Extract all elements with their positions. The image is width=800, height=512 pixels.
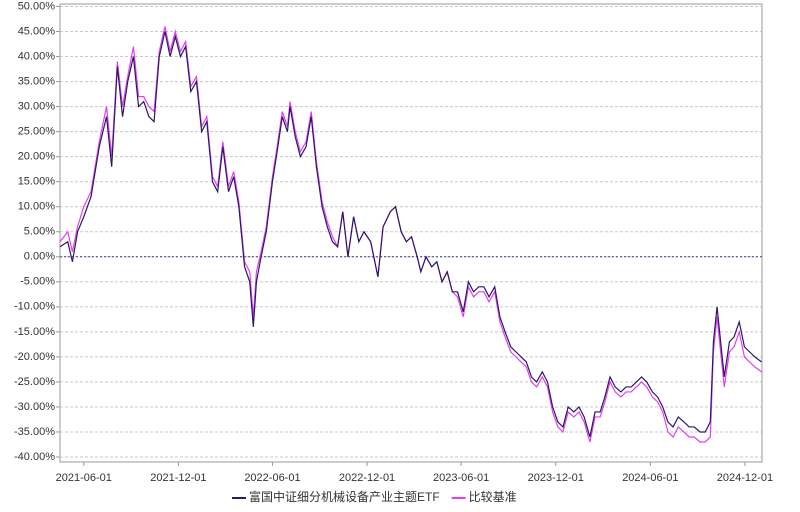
x-tick-label: 2022-12-01 (339, 472, 395, 484)
y-tick-label: 0.00% (24, 251, 55, 263)
x-tick-label: 2021-06-01 (56, 472, 112, 484)
x-tick-label: 2024-12-01 (717, 472, 773, 484)
y-tick-label: 50.00% (18, 0, 56, 12)
y-tick-label: 30.00% (18, 101, 56, 113)
y-tick-label: -20.00% (14, 351, 55, 363)
y-tick-label: -30.00% (14, 401, 55, 413)
x-tick-label: 2023-12-01 (528, 472, 584, 484)
y-tick-label: -5.00% (20, 276, 55, 288)
y-tick-label: 15.00% (18, 176, 56, 188)
x-tick-label: 2023-06-01 (433, 472, 489, 484)
y-tick-label: -40.00% (14, 451, 55, 463)
y-tick-label: 10.00% (18, 201, 56, 213)
y-tick-label: -15.00% (14, 326, 55, 338)
y-tick-label: 5.00% (24, 226, 55, 238)
y-tick-label: 35.00% (18, 75, 56, 87)
plot-area (59, 3, 763, 463)
y-tick-label: -10.00% (14, 301, 55, 313)
series-line (59, 31, 762, 438)
y-tick-label: -35.00% (14, 426, 55, 438)
y-tick-label: 20.00% (18, 151, 56, 163)
y-tick-label: 40.00% (18, 50, 56, 62)
x-tick-label: 2022-06-01 (244, 472, 300, 484)
y-tick-label: 25.00% (18, 126, 56, 138)
y-tick-label: 45.00% (18, 25, 56, 37)
x-tick-label: 2024-06-01 (622, 472, 678, 484)
x-tick-label: 2021-12-01 (150, 472, 206, 484)
legend-label: 比较基准 (469, 489, 517, 504)
y-tick-label: -25.00% (14, 376, 55, 388)
legend-label: 富国中证细分机械设备产业主题ETF (249, 489, 440, 504)
